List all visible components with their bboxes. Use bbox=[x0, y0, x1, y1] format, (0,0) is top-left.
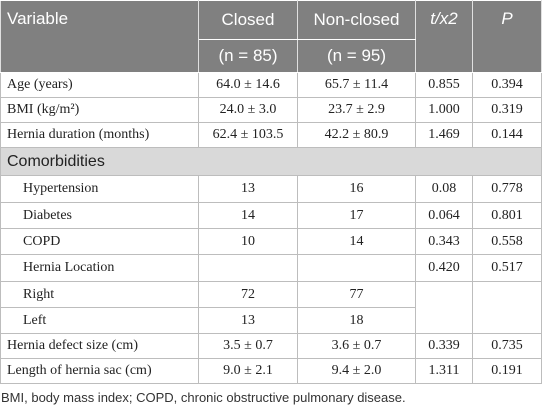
cell: 14 bbox=[198, 202, 298, 229]
empty-cell bbox=[198, 254, 298, 282]
header-cell: Variable bbox=[0, 0, 199, 73]
cell: Length of hernia sac (cm) bbox=[0, 358, 199, 384]
cell: 72 bbox=[198, 281, 298, 308]
cell: 9.0 ± 2.1 bbox=[198, 358, 298, 384]
cell: 0.191 bbox=[472, 358, 542, 384]
header-cell: t/x2 bbox=[415, 0, 473, 73]
cell: 13 bbox=[198, 175, 298, 203]
cell: 0.394 bbox=[472, 72, 542, 98]
cell: 0.420 bbox=[415, 254, 473, 282]
cell: 0.064 bbox=[415, 202, 473, 229]
subheader-cell: (n = 85) bbox=[198, 39, 298, 73]
cell: 1.311 bbox=[415, 358, 473, 384]
cell: 18 bbox=[297, 307, 416, 334]
cell: 3.6 ± 0.7 bbox=[297, 333, 416, 359]
cell: 42.2 ± 80.9 bbox=[297, 122, 416, 148]
cell: 0.558 bbox=[472, 228, 542, 255]
cell: Right bbox=[0, 281, 199, 308]
cell: BMI (kg/m²) bbox=[0, 97, 199, 123]
cell: 23.7 ± 2.9 bbox=[297, 97, 416, 123]
cell: Hernia duration (months) bbox=[0, 122, 199, 148]
empty-cell bbox=[472, 281, 542, 334]
empty-cell bbox=[297, 254, 416, 282]
cell: 13 bbox=[198, 307, 298, 334]
cell: 0.319 bbox=[472, 97, 542, 123]
empty-cell bbox=[415, 281, 473, 334]
cell: 0.778 bbox=[472, 175, 542, 203]
cell: 16 bbox=[297, 175, 416, 203]
header-cell: Closed bbox=[198, 0, 298, 40]
cell: Hernia defect size (cm) bbox=[0, 333, 199, 359]
header-cell: P bbox=[472, 0, 542, 73]
cell: 65.7 ± 11.4 bbox=[297, 72, 416, 98]
cell: 0.801 bbox=[472, 202, 542, 229]
cell: 1.469 bbox=[415, 122, 473, 148]
cell: 14 bbox=[297, 228, 416, 255]
cell: Age (years) bbox=[0, 72, 199, 98]
cell: 64.0 ± 14.6 bbox=[198, 72, 298, 98]
subheader-cell: (n = 95) bbox=[297, 39, 416, 73]
cell: Hernia Location bbox=[0, 254, 199, 282]
data-table: Variable Closed Non-closed t/x2 P (n = 8… bbox=[0, 0, 542, 384]
cell: 0.08 bbox=[415, 175, 473, 203]
cell: 0.735 bbox=[472, 333, 542, 359]
cell: 0.855 bbox=[415, 72, 473, 98]
cell: 62.4 ± 103.5 bbox=[198, 122, 298, 148]
cell: 1.000 bbox=[415, 97, 473, 123]
cell: 10 bbox=[198, 228, 298, 255]
header-cell: Non-closed bbox=[297, 0, 416, 40]
cell: Diabetes bbox=[0, 202, 199, 229]
cell: 0.343 bbox=[415, 228, 473, 255]
cell: COPD bbox=[0, 228, 199, 255]
cell: 3.5 ± 0.7 bbox=[198, 333, 298, 359]
cell: 9.4 ± 2.0 bbox=[297, 358, 416, 384]
cell: 0.517 bbox=[472, 254, 542, 282]
cell: Left bbox=[0, 307, 199, 334]
cell: 17 bbox=[297, 202, 416, 229]
footnote: BMI, body mass index; COPD, chronic obst… bbox=[1, 390, 406, 405]
cell: 77 bbox=[297, 281, 416, 308]
cell: 0.144 bbox=[472, 122, 542, 148]
cell: Hypertension bbox=[0, 175, 199, 203]
cell: 0.339 bbox=[415, 333, 473, 359]
cell: 24.0 ± 3.0 bbox=[198, 97, 298, 123]
section-cell: Comorbidities bbox=[0, 147, 542, 176]
